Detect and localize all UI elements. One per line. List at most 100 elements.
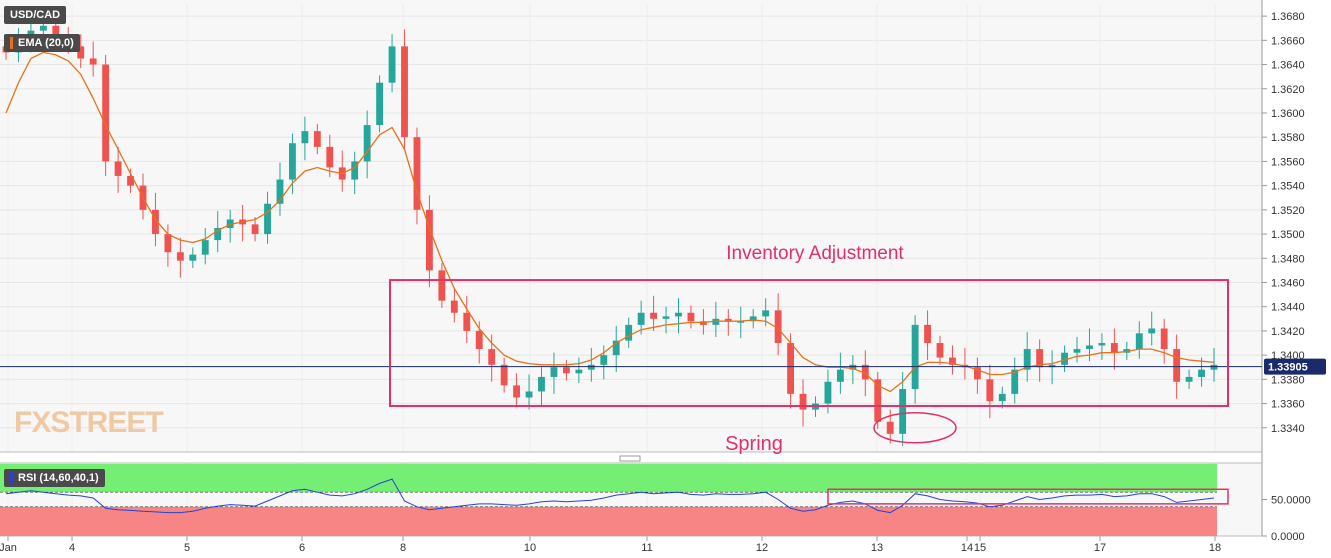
candle-body bbox=[289, 143, 296, 180]
candle-body bbox=[1110, 343, 1118, 353]
x-tick-label: 13 bbox=[871, 542, 883, 554]
candle-body bbox=[587, 364, 595, 370]
candle-body bbox=[450, 300, 458, 313]
candle-body bbox=[575, 369, 583, 374]
candle-body bbox=[612, 340, 620, 356]
candle-body bbox=[488, 349, 496, 365]
rsi-chip[interactable]: RSI (14,60,40,1) bbox=[4, 469, 105, 488]
x-tick-label: 10 bbox=[524, 542, 536, 554]
candle-body bbox=[264, 203, 271, 235]
current-price-badge bbox=[1264, 358, 1326, 375]
candle-body bbox=[1185, 376, 1193, 382]
watermark-text: FXSTREET bbox=[14, 406, 163, 439]
candle-body bbox=[774, 310, 782, 344]
spring-label: Spring bbox=[725, 433, 783, 455]
candle-body bbox=[201, 240, 209, 255]
x-tick-label: 8 bbox=[400, 542, 406, 554]
candle-body bbox=[251, 224, 259, 235]
candle-body bbox=[749, 316, 757, 322]
y-tick-label: 1.3520 bbox=[1271, 205, 1305, 217]
main-pane-bg bbox=[0, 0, 1262, 452]
symbol-chip[interactable]: USD/CAD bbox=[4, 6, 67, 24]
candle-body bbox=[463, 312, 471, 331]
y-tick-label: 1.3360 bbox=[1271, 399, 1305, 411]
candles-group bbox=[2, 11, 1218, 446]
y-tick-label: 1.3540 bbox=[1271, 181, 1305, 193]
candle-body bbox=[949, 357, 956, 365]
candle-body bbox=[102, 64, 110, 162]
candle-body bbox=[1135, 333, 1143, 350]
candle-body bbox=[998, 393, 1006, 402]
y-tick-label: 1.3480 bbox=[1271, 253, 1305, 265]
candle-body bbox=[1173, 349, 1181, 382]
symbol-label: USD/CAD bbox=[10, 9, 61, 21]
y-tick-label: 1.3380 bbox=[1271, 374, 1305, 386]
candle-body bbox=[687, 312, 695, 322]
candle-body bbox=[513, 385, 521, 398]
candle-body bbox=[538, 376, 545, 392]
candle-body bbox=[799, 393, 807, 410]
candle-body bbox=[911, 324, 919, 390]
candle-body bbox=[1198, 369, 1205, 377]
candle-body bbox=[376, 82, 384, 126]
x-tick-label: 12 bbox=[756, 542, 768, 554]
candle-body bbox=[861, 364, 869, 380]
y-tick-label: 1.3460 bbox=[1271, 277, 1305, 289]
candle-body bbox=[388, 46, 396, 83]
candle-body bbox=[363, 125, 371, 162]
candle-body bbox=[849, 364, 857, 370]
candle-body bbox=[936, 343, 944, 358]
candle-body bbox=[525, 391, 533, 398]
candle-body bbox=[1011, 369, 1019, 394]
y-tick-label: 1.3640 bbox=[1271, 60, 1305, 72]
rsi-upper-zone bbox=[0, 464, 1217, 493]
y-tick-label: 1.3660 bbox=[1271, 35, 1305, 47]
candle-body bbox=[625, 324, 633, 341]
y-tick-label: 1.3680 bbox=[1271, 11, 1305, 23]
candle-body bbox=[77, 46, 85, 59]
candle-body bbox=[675, 312, 682, 317]
candle-body bbox=[562, 367, 570, 374]
rsi-lower-zone bbox=[0, 506, 1217, 536]
candle-body bbox=[114, 161, 122, 176]
x-tick-label: 4 bbox=[69, 542, 75, 554]
candle-body bbox=[214, 228, 222, 241]
candle-body bbox=[1148, 328, 1156, 334]
candle-body bbox=[550, 367, 558, 377]
candle-body bbox=[89, 58, 97, 65]
candle-body bbox=[500, 364, 508, 386]
candle-body bbox=[313, 131, 321, 147]
rsi-tick-label: 50.0000 bbox=[1271, 495, 1311, 507]
candle-body bbox=[351, 161, 359, 180]
ema-swatch bbox=[10, 37, 13, 50]
rsi-annotation-box bbox=[827, 488, 1229, 505]
candle-body bbox=[1036, 349, 1044, 368]
candle-body bbox=[824, 381, 832, 404]
candle-body bbox=[650, 312, 658, 319]
candle-body bbox=[152, 209, 159, 235]
candle-body bbox=[39, 25, 47, 31]
y-tick-label: 1.3440 bbox=[1271, 302, 1305, 314]
candle-body bbox=[1086, 345, 1093, 350]
candle-body bbox=[301, 131, 309, 144]
y-tick-label: 1.3420 bbox=[1271, 326, 1305, 338]
candle-body bbox=[1210, 364, 1218, 370]
ema-chip[interactable]: EMA (20,0) bbox=[4, 34, 80, 53]
x-tick-label: 11 bbox=[641, 542, 652, 554]
candle-body bbox=[127, 175, 134, 186]
x-tick-label: 6 bbox=[299, 542, 305, 554]
rsi-tick-label: 0.0000 bbox=[1271, 531, 1305, 543]
candle-body bbox=[662, 316, 670, 319]
y-tick-label: 1.3620 bbox=[1271, 84, 1305, 96]
x-tick-label: 17 bbox=[1094, 542, 1106, 554]
candle-body bbox=[425, 209, 433, 271]
candle-body bbox=[1073, 349, 1081, 353]
candle-body bbox=[924, 324, 931, 344]
candle-body bbox=[762, 310, 770, 317]
candle-body bbox=[401, 46, 408, 138]
candle-body bbox=[1061, 352, 1068, 365]
candle-body bbox=[986, 379, 994, 402]
candle-body bbox=[836, 369, 844, 382]
candle-body bbox=[1098, 343, 1106, 346]
